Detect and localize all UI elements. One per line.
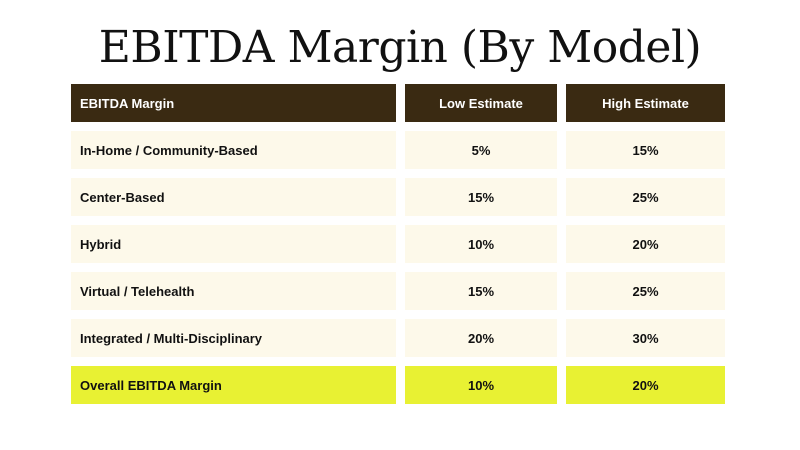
table-row: Virtual / Telehealth 15% 25% [71,272,725,310]
row-label: Integrated / Multi-Disciplinary [71,319,396,357]
table-row: Center-Based 15% 25% [71,178,725,216]
table-header-row: EBITDA Margin Low Estimate High Estimate [71,84,725,122]
row-low-value: 15% [405,272,557,310]
header-high-estimate: High Estimate [566,84,725,122]
row-label: In-Home / Community-Based [71,131,396,169]
table-row: Hybrid 10% 20% [71,225,725,263]
total-low-value: 10% [405,366,557,404]
row-low-value: 15% [405,178,557,216]
table-row: In-Home / Community-Based 5% 15% [71,131,725,169]
row-label: Hybrid [71,225,396,263]
ebitda-table: EBITDA Margin Low Estimate High Estimate… [71,84,725,413]
page-title: EBITDA Margin (By Model) [98,22,702,73]
row-label: Virtual / Telehealth [71,272,396,310]
row-high-value: 20% [566,225,725,263]
row-low-value: 5% [405,131,557,169]
table-total-row: Overall EBITDA Margin 10% 20% [71,366,725,404]
row-high-value: 30% [566,319,725,357]
total-high-value: 20% [566,366,725,404]
table-row: Integrated / Multi-Disciplinary 20% 30% [71,319,725,357]
row-high-value: 25% [566,178,725,216]
header-ebitda-margin: EBITDA Margin [71,84,396,122]
row-high-value: 15% [566,131,725,169]
row-low-value: 10% [405,225,557,263]
row-low-value: 20% [405,319,557,357]
total-label: Overall EBITDA Margin [71,366,396,404]
row-high-value: 25% [566,272,725,310]
row-label: Center-Based [71,178,396,216]
header-low-estimate: Low Estimate [405,84,557,122]
